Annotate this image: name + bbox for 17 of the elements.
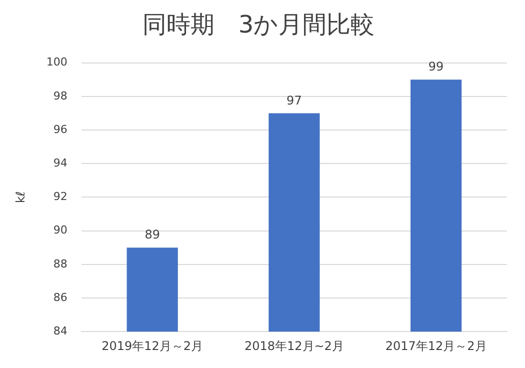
y-axis-title: kℓ <box>13 191 28 204</box>
y-tick-label: 92 <box>53 190 68 204</box>
data-label: 89 <box>144 228 160 242</box>
x-tick-label: 2017年12月～2月 <box>385 338 487 353</box>
data-label: 99 <box>428 60 444 74</box>
x-tick-label: 2018年12月~2月 <box>244 338 344 353</box>
x-tick-label: 2019年12月～2月 <box>102 338 204 353</box>
y-tick-label: 98 <box>53 89 68 102</box>
chart-title: 同時期 3か月間比較 <box>142 10 375 39</box>
y-tick-label: 100 <box>46 56 68 69</box>
y-tick-label: 86 <box>53 290 68 304</box>
y-tick-label: 84 <box>53 324 68 338</box>
y-tick-label: 88 <box>53 257 68 270</box>
data-label: 97 <box>286 93 302 108</box>
y-tick-label: 90 <box>53 224 68 237</box>
y-tick-label: 94 <box>53 156 68 170</box>
y-tick-label: 96 <box>53 122 68 136</box>
